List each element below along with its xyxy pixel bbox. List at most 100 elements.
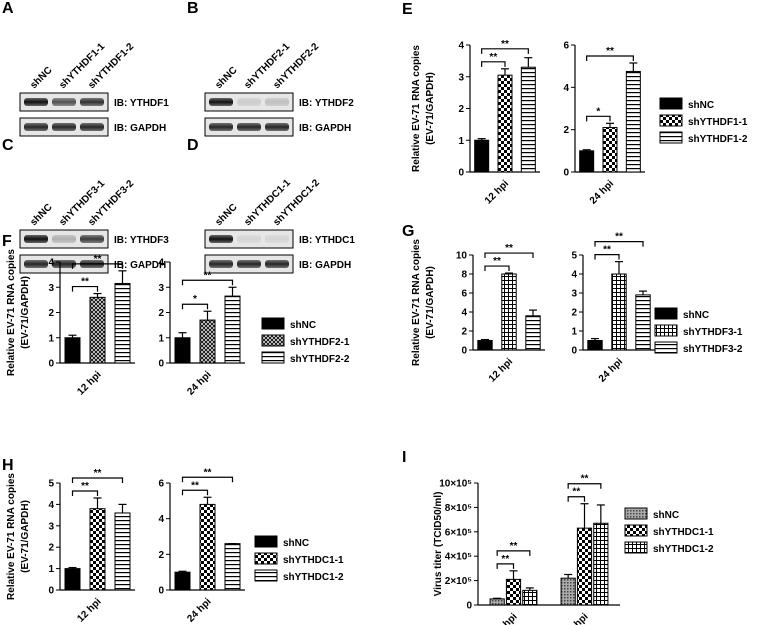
significance-bracket [71, 263, 124, 269]
panel-letter: F [2, 233, 12, 250]
significance-label: ** [510, 541, 518, 552]
legend-label: shYTHDF1-2 [688, 134, 748, 145]
blot-band [237, 235, 261, 243]
significance-label: ** [572, 487, 580, 498]
bar [501, 273, 517, 351]
bar [505, 578, 522, 606]
y-tick-label: 4 [48, 500, 54, 511]
significance-bracket [481, 61, 506, 67]
significance-bracket [484, 252, 534, 259]
blot-band [24, 260, 48, 268]
y-tick-label: 4 [48, 258, 54, 269]
y-axis-label: (EV-71/GAPDH) [20, 500, 31, 573]
blot-band [80, 123, 104, 131]
bar [520, 66, 536, 173]
significance-bracket [496, 563, 515, 569]
significance-bracket [181, 476, 234, 483]
bar [174, 571, 191, 591]
blot-antibody: IB: GAPDH [299, 260, 351, 271]
legend-swatch [654, 341, 678, 354]
y-tick-label: 6 [158, 479, 164, 490]
significance-label: ** [501, 39, 509, 50]
legend-swatch [624, 524, 648, 537]
bar [625, 70, 641, 173]
significance-label: ** [489, 52, 497, 63]
significance-label: ** [94, 254, 102, 265]
y-axis-label: (EV-71/GAPDH) [20, 276, 31, 349]
y-tick-label: 8 [461, 270, 467, 281]
y-tick-label: 3 [48, 283, 54, 294]
significance-label: ** [204, 270, 212, 281]
y-tick-label: 2 [461, 327, 467, 338]
blot-antibody: IB: YTHDF3 [114, 235, 169, 246]
y-tick-label: 2 [563, 125, 569, 136]
bar [579, 150, 595, 173]
y-tick-label: 0 [48, 586, 54, 597]
blot-band [265, 235, 289, 243]
legend-label: shYTHDF3-1 [683, 327, 743, 338]
legend-label: shYTHDC1-2 [653, 544, 714, 555]
y-axis-label: Relative EV-71 RNA copies [411, 239, 422, 366]
x-tick-label: 12 hpi [75, 596, 103, 624]
y-tick-label: 10 [456, 251, 468, 262]
legend-label: shYTHDC1-2 [283, 572, 344, 583]
legend-swatch [254, 552, 278, 565]
significance-label: ** [81, 481, 89, 492]
y-tick-label: 10×10⁵ [439, 479, 472, 490]
legend-swatch [254, 535, 278, 548]
significance-label: ** [191, 480, 199, 491]
y-tick-label: 2 [48, 543, 54, 554]
bar [89, 508, 106, 591]
panel-letter: E [402, 1, 413, 18]
y-axis-label: Relative EV-71 RNA copies [6, 473, 17, 600]
legend-swatch [261, 334, 285, 347]
blot-band [265, 260, 289, 268]
y-axis-label: (EV-71/GAPDH) [425, 266, 436, 339]
y-tick-label: 6 [461, 289, 467, 300]
bar [522, 589, 538, 606]
significance-bracket [567, 496, 586, 502]
panel-letter: A [2, 0, 14, 17]
y-tick-label: 3 [158, 283, 164, 294]
x-tick-label: 12 hpi [491, 611, 519, 625]
legend-swatch [624, 507, 648, 520]
x-tick-label: 24 hpi [588, 178, 616, 206]
x-tick-label: 24 hpi [597, 356, 625, 384]
legend-label: shYTHDF3-2 [683, 344, 743, 355]
y-tick-label: 0 [158, 586, 164, 597]
blot-band [52, 123, 76, 131]
y-tick-label: 1 [571, 327, 577, 338]
blot-antibody: IB: GAPDH [114, 260, 166, 271]
bar [602, 127, 618, 173]
blot-antibody: IB: GAPDH [299, 123, 351, 134]
blot-band [24, 123, 48, 131]
bar [64, 337, 81, 364]
bar [489, 598, 505, 606]
significance-label: ** [603, 245, 611, 256]
y-tick-label: 2 [48, 308, 54, 319]
blot-band [24, 98, 48, 106]
significance-label: ** [493, 256, 501, 267]
y-tick-label: 2 [158, 550, 164, 561]
panel-letter: D [187, 137, 199, 154]
significance-bracket [181, 303, 209, 310]
y-tick-label: 0 [458, 168, 464, 179]
legend-label: shNC [683, 310, 709, 321]
bar [89, 296, 106, 364]
significance-bracket [481, 48, 529, 54]
y-tick-label: 1 [48, 564, 54, 575]
blot-band [24, 235, 48, 243]
significance-bracket [586, 55, 634, 61]
y-axis-label: (EV-71/GAPDH) [425, 72, 436, 145]
significance-bracket [181, 489, 209, 496]
y-axis-label: Relative EV-71 RNA copies [6, 249, 17, 376]
bar [114, 282, 131, 364]
bar [635, 294, 651, 351]
blot-band [80, 98, 104, 106]
x-tick-label: 12 hpi [75, 369, 103, 397]
y-tick-label: 0 [158, 359, 164, 370]
significance-label: ** [501, 554, 509, 565]
y-tick-label: 2 [571, 308, 577, 319]
x-tick-label: 12 hpi [487, 356, 515, 384]
